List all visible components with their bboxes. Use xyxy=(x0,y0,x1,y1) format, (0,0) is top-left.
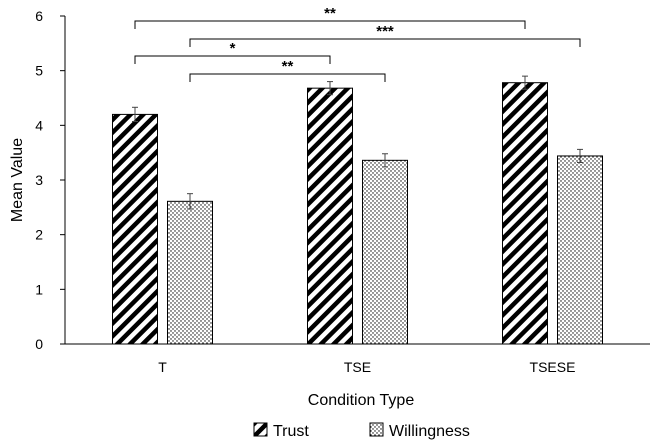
legend-swatch-trust xyxy=(253,422,268,437)
y-tick-label: 6 xyxy=(35,8,43,24)
y-tick-label: 3 xyxy=(35,172,43,188)
bar-trust-tse xyxy=(307,87,353,345)
y-tick-label: 1 xyxy=(35,281,43,297)
y-axis-title: Mean Value xyxy=(9,138,26,222)
legend-swatch-willingness xyxy=(369,422,384,437)
significance-bracket xyxy=(134,55,331,64)
significance-bracket xyxy=(134,20,526,29)
bars-group xyxy=(112,82,603,345)
x-axis-title: Condition Type xyxy=(308,392,415,409)
legend: Trust Willingness xyxy=(253,422,470,440)
significance-label: ** xyxy=(324,5,336,22)
significance-bracket xyxy=(189,73,386,82)
significance-bracket xyxy=(189,38,581,47)
x-axis: T TSE TSESE xyxy=(65,343,650,375)
significance-label: * xyxy=(230,40,236,57)
bar-willingness-tsese xyxy=(557,155,603,345)
y-axis: 0 1 2 3 4 5 6 xyxy=(35,8,66,352)
bar-trust-t xyxy=(112,113,158,345)
significance-brackets: ******** xyxy=(134,5,581,82)
error-bars-group xyxy=(132,75,583,210)
y-tick-label: 0 xyxy=(35,336,43,352)
significance-label: ** xyxy=(282,58,294,75)
legend-label-willingness: Willingness xyxy=(389,423,470,440)
y-tick-label: 2 xyxy=(35,227,43,243)
bar-willingness-t xyxy=(167,200,213,345)
x-tick-label: TSE xyxy=(344,359,371,375)
x-tick-label: T xyxy=(158,359,167,375)
y-tick-label: 4 xyxy=(35,117,43,133)
legend-label-trust: Trust xyxy=(273,423,309,440)
x-tick-label: TSESE xyxy=(530,359,576,375)
y-tick-label: 5 xyxy=(35,63,43,79)
bar-willingness-tse xyxy=(362,159,408,345)
significance-label: *** xyxy=(376,23,394,40)
bar-trust-tsese xyxy=(502,82,548,345)
